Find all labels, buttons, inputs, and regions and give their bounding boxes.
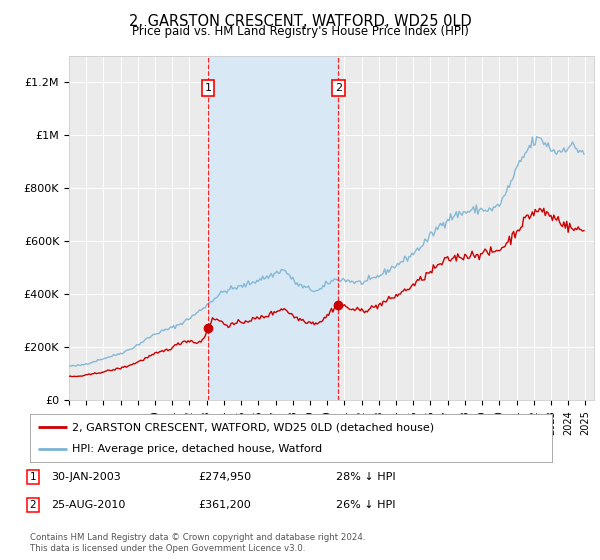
Text: 1: 1 [205, 83, 212, 93]
Text: 2: 2 [29, 500, 37, 510]
Text: £361,200: £361,200 [198, 500, 251, 510]
Text: 2, GARSTON CRESCENT, WATFORD, WD25 0LD (detached house): 2, GARSTON CRESCENT, WATFORD, WD25 0LD (… [72, 422, 434, 432]
Text: 2: 2 [335, 83, 342, 93]
Text: 28% ↓ HPI: 28% ↓ HPI [336, 472, 395, 482]
Text: Contains HM Land Registry data © Crown copyright and database right 2024.
This d: Contains HM Land Registry data © Crown c… [30, 533, 365, 553]
Text: 2, GARSTON CRESCENT, WATFORD, WD25 0LD: 2, GARSTON CRESCENT, WATFORD, WD25 0LD [128, 14, 472, 29]
Text: Price paid vs. HM Land Registry's House Price Index (HPI): Price paid vs. HM Land Registry's House … [131, 25, 469, 38]
Text: 30-JAN-2003: 30-JAN-2003 [51, 472, 121, 482]
Text: 26% ↓ HPI: 26% ↓ HPI [336, 500, 395, 510]
Text: 1: 1 [29, 472, 37, 482]
Bar [208, 56, 338, 400]
Text: 25-AUG-2010: 25-AUG-2010 [51, 500, 125, 510]
Text: £274,950: £274,950 [198, 472, 251, 482]
Text: HPI: Average price, detached house, Watford: HPI: Average price, detached house, Watf… [72, 444, 322, 454]
